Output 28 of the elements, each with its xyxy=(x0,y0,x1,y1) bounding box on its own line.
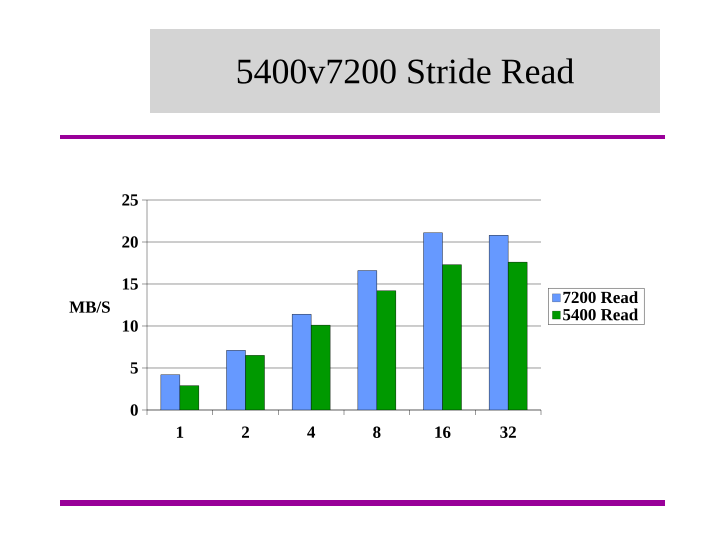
bar xyxy=(160,374,180,410)
x-tick-label: 16 xyxy=(435,426,450,438)
bar xyxy=(358,270,378,410)
chart-title: 5400v7200 Stride Read xyxy=(238,58,574,84)
bar xyxy=(292,314,312,410)
legend-label: 7200 Read xyxy=(563,291,638,304)
bar xyxy=(376,290,396,410)
x-tick-label: 8 xyxy=(373,426,381,438)
bar xyxy=(423,232,443,410)
bar xyxy=(508,262,528,410)
bar xyxy=(245,355,265,410)
x-tick-label: 32 xyxy=(500,426,516,438)
y-tick-label: 15 xyxy=(122,278,138,290)
bar xyxy=(442,264,462,410)
bar xyxy=(310,324,330,410)
bar xyxy=(226,350,246,410)
x-tick-label: 1 xyxy=(176,426,184,438)
x-tick-label: 4 xyxy=(307,426,316,438)
bar xyxy=(488,235,508,410)
bar xyxy=(180,385,200,410)
y-tick-label: 20 xyxy=(122,236,138,248)
y-axis-title: MB/S xyxy=(69,301,110,313)
y-tick-label: 0 xyxy=(130,404,138,416)
legend-label: 5400 Read xyxy=(563,308,638,320)
y-tick-label: 5 xyxy=(130,362,138,374)
x-tick-label: 2 xyxy=(242,426,249,438)
y-tick-label: 10 xyxy=(122,320,138,332)
y-tick-label: 25 xyxy=(122,194,138,206)
